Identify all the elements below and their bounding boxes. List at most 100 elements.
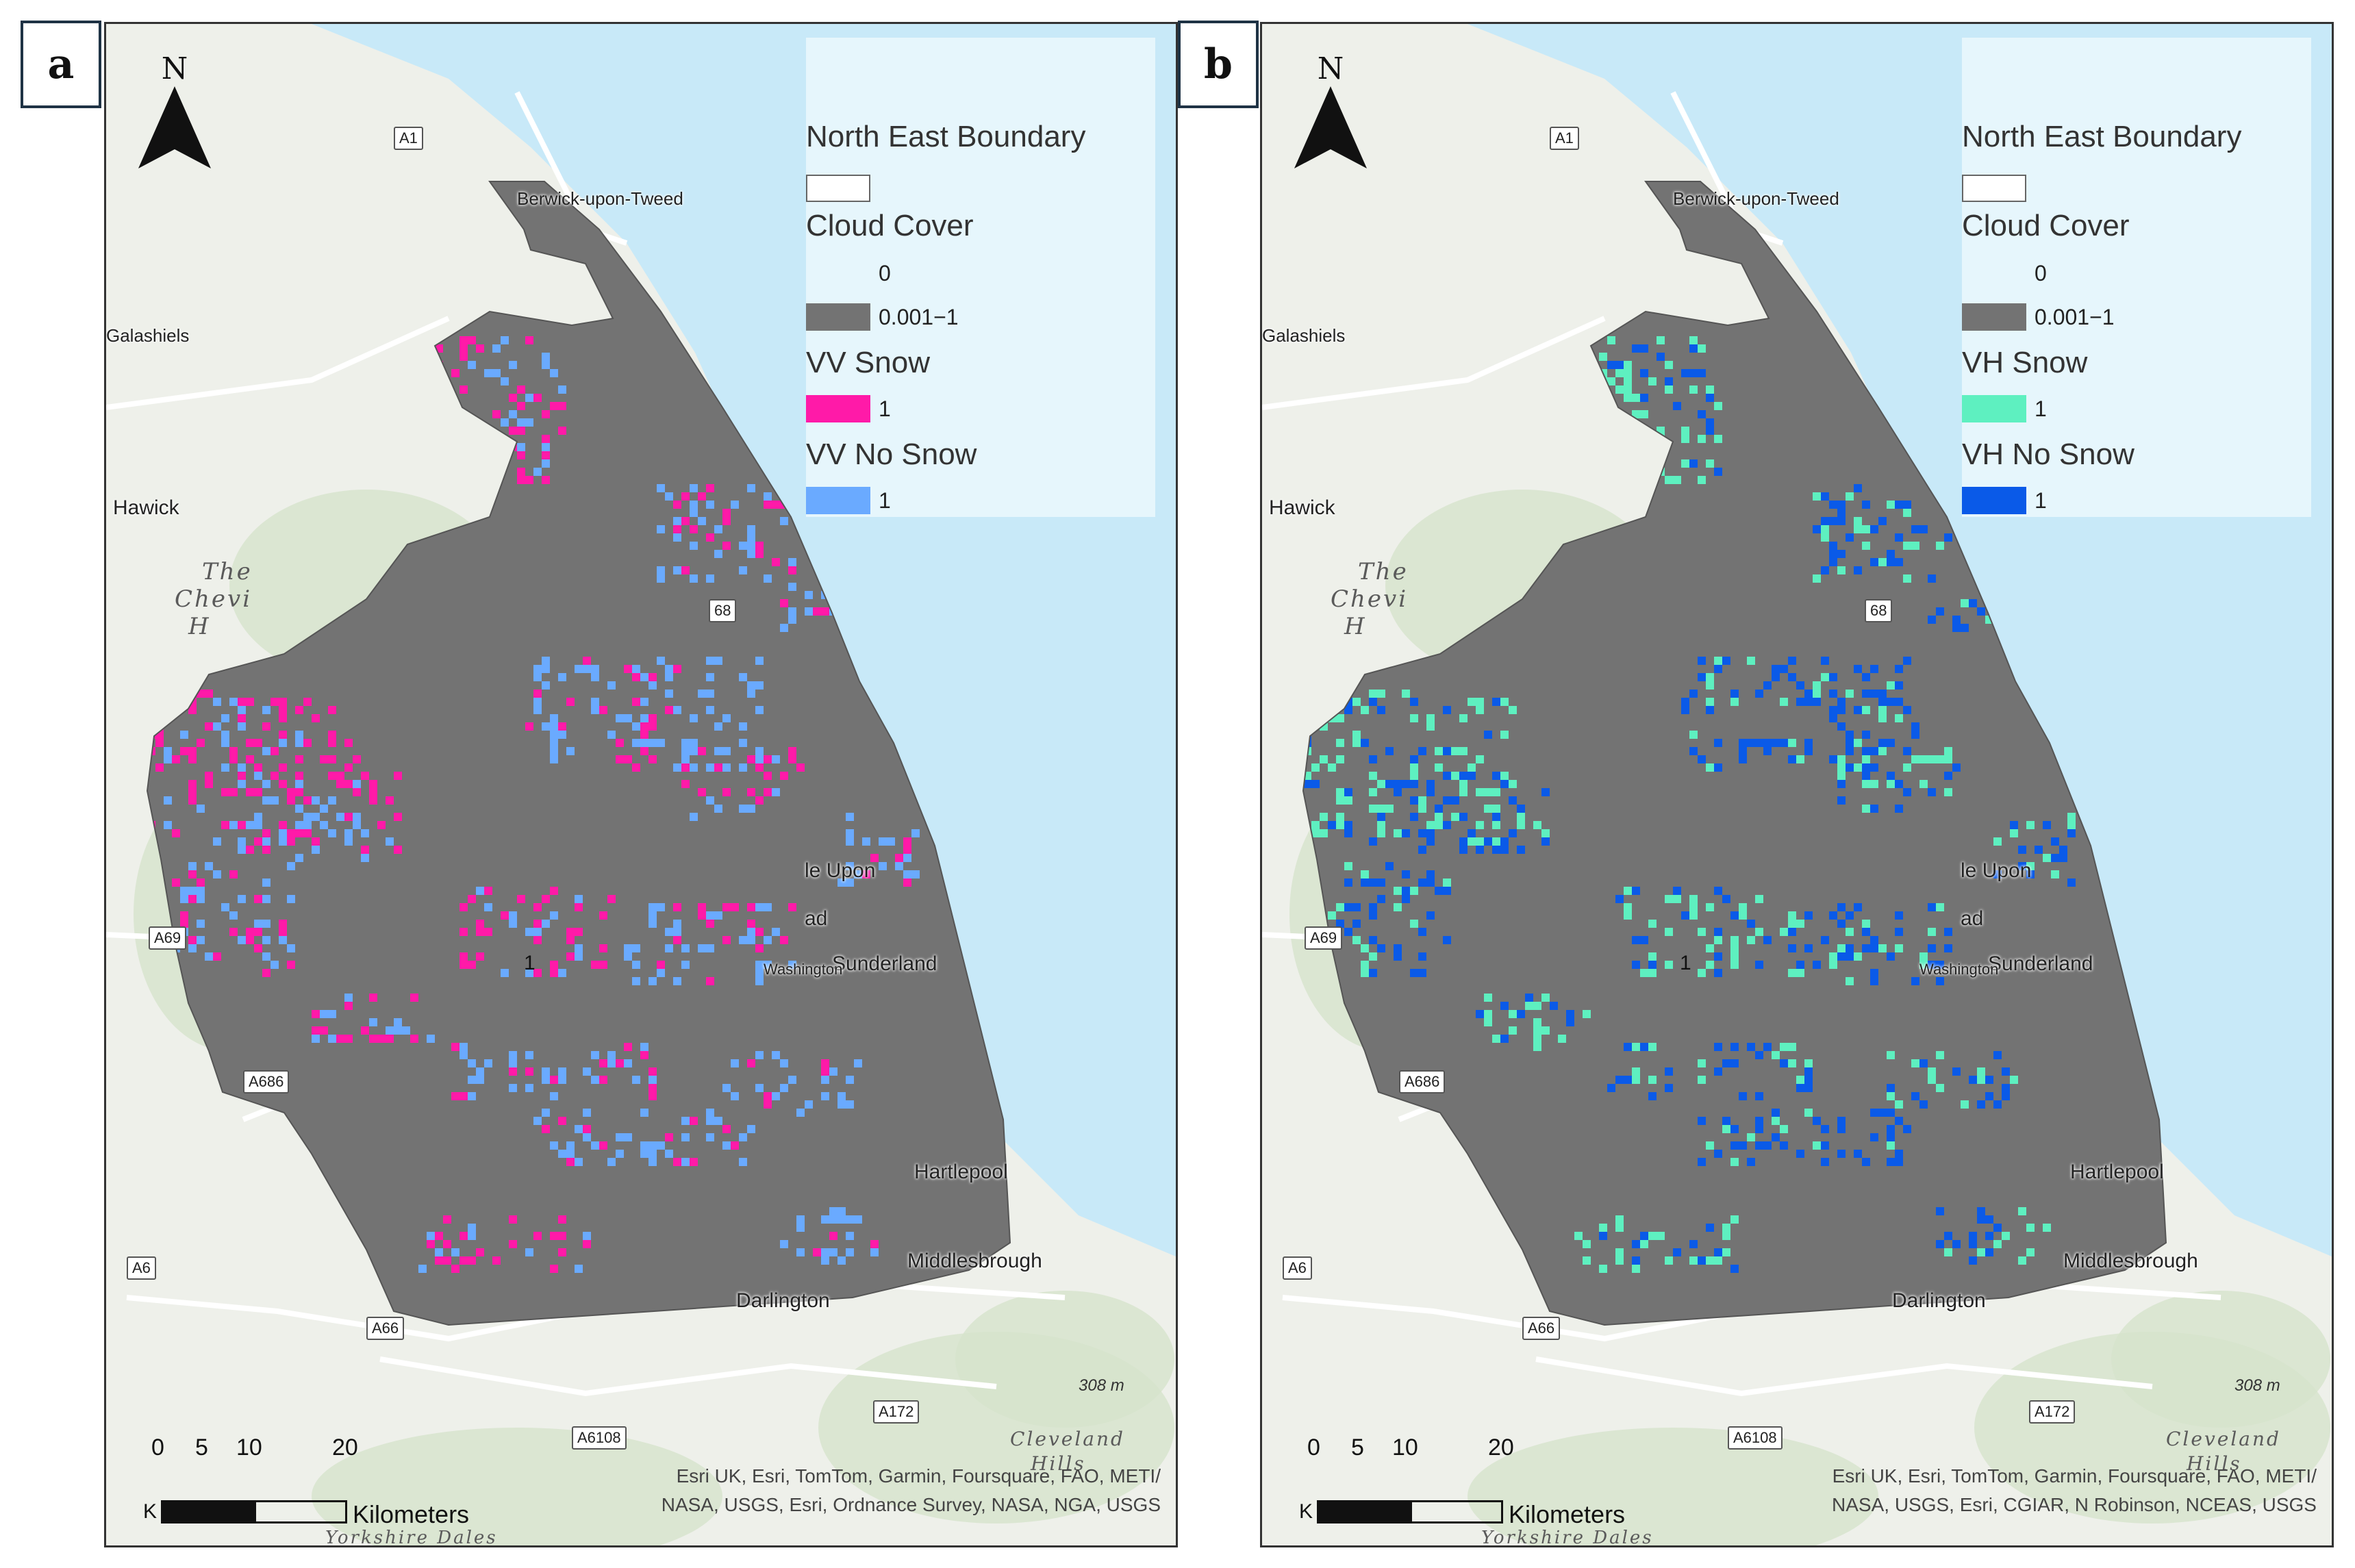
- no-snow-pixel: [353, 821, 361, 829]
- road-line: [1262, 316, 1606, 410]
- no-snow-pixel: [476, 1076, 484, 1084]
- snow-pixel: [1632, 410, 1640, 418]
- snow-pixel: [1484, 1010, 1492, 1018]
- no-snow-pixel: [1574, 402, 1583, 410]
- snow-pixel: [1295, 821, 1303, 829]
- legend-snow-swatch: [806, 395, 870, 422]
- no-snow-pixel: [903, 870, 911, 878]
- no-snow-pixel: [1788, 944, 1796, 952]
- snow-pixel: [1632, 451, 1640, 459]
- no-snow-pixel: [312, 476, 320, 484]
- no-snow-pixel: [558, 1076, 566, 1084]
- snow-pixel: [1665, 385, 1673, 394]
- no-snow-pixel: [739, 566, 747, 574]
- no-snow-pixel: [1517, 846, 1525, 854]
- legend-boundary-title: North East Boundary: [1962, 120, 2242, 153]
- no-snow-pixel: [821, 1215, 829, 1224]
- place-berwick: Berwick-upon-Tweed: [1673, 188, 1839, 209]
- no-snow-pixel: [1895, 1158, 1903, 1166]
- snow-pixel: [1410, 920, 1418, 928]
- snow-pixel: [188, 788, 197, 796]
- snow-pixel: [459, 336, 468, 344]
- snow-pixel: [1525, 1002, 1533, 1010]
- no-snow-pixel: [1533, 418, 1541, 427]
- no-snow-pixel: [657, 1141, 665, 1150]
- snow-pixel: [1361, 961, 1369, 969]
- snow-pixel: [254, 788, 262, 796]
- snow-pixel: [1961, 599, 1969, 607]
- snow-pixel: [172, 755, 180, 763]
- snow-pixel: [1878, 714, 1887, 722]
- no-snow-pixel: [640, 1141, 648, 1150]
- snow-pixel: [1533, 1043, 1541, 1051]
- snow-pixel: [1615, 369, 1624, 377]
- no-snow-pixel: [312, 796, 320, 805]
- snow-pixel: [369, 361, 377, 369]
- snow-pixel: [459, 443, 468, 451]
- snow-pixel: [180, 747, 188, 755]
- no-snow-pixel: [1878, 739, 1887, 747]
- no-snow-pixel: [1919, 525, 1928, 533]
- snow-pixel: [1788, 911, 1796, 920]
- no-snow-pixel: [1846, 747, 1854, 755]
- no-snow-pixel: [821, 1076, 829, 1084]
- legend-cloud-title: Cloud Cover: [806, 209, 974, 242]
- no-snow-pixel: [846, 1100, 854, 1109]
- snow-pixel: [517, 451, 525, 459]
- snow-pixel: [1410, 714, 1418, 722]
- snow-pixel: [262, 722, 270, 731]
- snow-pixel: [1369, 788, 1377, 796]
- no-snow-pixel: [838, 878, 846, 887]
- no-snow-pixel: [714, 911, 722, 920]
- no-snow-pixel: [1722, 657, 1730, 665]
- snow-pixel: [1657, 1232, 1665, 1240]
- snow-pixel: [796, 763, 805, 772]
- snow-pixel: [1739, 903, 1747, 911]
- no-snow-pixel: [1394, 944, 1402, 952]
- snow-pixel: [287, 961, 295, 969]
- no-snow-pixel: [1541, 788, 1550, 796]
- snow-pixel: [361, 772, 369, 780]
- no-snow-pixel: [1500, 846, 1509, 854]
- no-snow-pixel: [1747, 739, 1755, 747]
- snow-pixel: [624, 755, 632, 763]
- snow-pixel: [665, 706, 673, 714]
- snow-pixel: [903, 878, 911, 887]
- terrain-cleveland: Cleveland: [2166, 1428, 2281, 1450]
- snow-pixel: [1689, 903, 1698, 911]
- elevation-label: 308 m: [1079, 1376, 1124, 1395]
- snow-pixel: [550, 1232, 558, 1240]
- north-label: N: [1317, 51, 1344, 86]
- no-snow-pixel: [1426, 911, 1435, 920]
- snow-pixel: [648, 1067, 657, 1076]
- attribution-line-2: NASA, USGS, Esri, Ordnance Survey, NASA,…: [661, 1494, 1161, 1515]
- no-snow-pixel: [1689, 369, 1698, 377]
- snow-pixel: [542, 476, 550, 484]
- no-snow-pixel: [1739, 739, 1747, 747]
- snow-pixel: [1796, 755, 1804, 763]
- snow-pixel: [698, 492, 706, 501]
- no-snow-pixel: [1870, 936, 1878, 944]
- no-snow-pixel: [1887, 772, 1895, 780]
- no-snow-pixel: [1615, 895, 1624, 903]
- no-snow-pixel: [213, 484, 221, 492]
- snow-pixel: [1698, 344, 1706, 353]
- no-snow-pixel: [1772, 739, 1780, 747]
- snow-pixel: [394, 772, 402, 780]
- snow-pixel: [443, 1240, 451, 1248]
- no-snow-pixel: [1887, 1084, 1895, 1092]
- snow-pixel: [155, 714, 164, 722]
- no-snow-pixel: [1985, 1248, 1993, 1256]
- snow-pixel: [221, 788, 229, 796]
- no-snow-pixel: [714, 525, 722, 533]
- snow-pixel: [1780, 1125, 1788, 1133]
- no-snow-pixel: [1369, 878, 1377, 887]
- snow-pixel: [550, 402, 558, 410]
- snow-pixel: [443, 1256, 451, 1265]
- no-snow-pixel: [254, 517, 262, 525]
- no-snow-pixel: [673, 533, 681, 542]
- no-snow-pixel: [722, 1141, 731, 1150]
- place-washington: Washington: [764, 961, 843, 978]
- snow-pixel: [525, 1067, 533, 1076]
- snow-pixel: [459, 961, 468, 969]
